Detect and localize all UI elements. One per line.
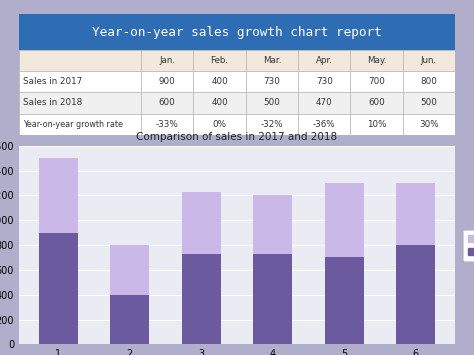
Text: 30%: 30% <box>419 120 439 129</box>
Text: 700: 700 <box>368 77 385 86</box>
Text: -36%: -36% <box>313 120 336 129</box>
FancyBboxPatch shape <box>19 114 141 135</box>
FancyBboxPatch shape <box>298 50 350 71</box>
FancyBboxPatch shape <box>298 92 350 114</box>
Text: 400: 400 <box>211 98 228 108</box>
FancyBboxPatch shape <box>403 71 455 92</box>
FancyBboxPatch shape <box>193 71 246 92</box>
FancyBboxPatch shape <box>141 114 193 135</box>
Text: Sales in 2017: Sales in 2017 <box>23 77 82 86</box>
FancyBboxPatch shape <box>403 50 455 71</box>
FancyBboxPatch shape <box>141 50 193 71</box>
Legend: Sales in 2018, Sales in 2017: Sales in 2018, Sales in 2017 <box>463 230 474 261</box>
Bar <box>253 195 292 254</box>
FancyBboxPatch shape <box>298 71 350 92</box>
FancyBboxPatch shape <box>350 92 403 114</box>
Text: Mar.: Mar. <box>263 56 281 65</box>
Text: Apr.: Apr. <box>316 56 333 65</box>
Bar <box>39 233 78 344</box>
Bar <box>39 158 78 233</box>
FancyBboxPatch shape <box>19 50 455 135</box>
Text: 0%: 0% <box>212 120 227 129</box>
FancyBboxPatch shape <box>298 114 350 135</box>
Text: May.: May. <box>367 56 386 65</box>
Text: Feb.: Feb. <box>210 56 228 65</box>
FancyBboxPatch shape <box>193 50 246 71</box>
Bar <box>253 254 292 344</box>
Text: Jan.: Jan. <box>159 56 175 65</box>
Bar <box>325 257 364 344</box>
Text: 470: 470 <box>316 98 333 108</box>
Text: 600: 600 <box>368 98 385 108</box>
FancyBboxPatch shape <box>141 92 193 114</box>
FancyBboxPatch shape <box>246 71 298 92</box>
Text: 900: 900 <box>159 77 175 86</box>
FancyBboxPatch shape <box>193 92 246 114</box>
FancyBboxPatch shape <box>193 114 246 135</box>
FancyBboxPatch shape <box>403 114 455 135</box>
Bar <box>325 183 364 257</box>
Bar <box>396 245 435 344</box>
FancyBboxPatch shape <box>350 114 403 135</box>
Text: 800: 800 <box>420 77 438 86</box>
Bar <box>182 192 221 254</box>
FancyBboxPatch shape <box>350 50 403 71</box>
Text: 730: 730 <box>264 77 280 86</box>
Text: 400: 400 <box>211 77 228 86</box>
FancyBboxPatch shape <box>246 114 298 135</box>
Text: 10%: 10% <box>367 120 386 129</box>
Bar <box>396 183 435 245</box>
Title: Comparison of sales in 2017 and 2018: Comparison of sales in 2017 and 2018 <box>137 132 337 142</box>
FancyBboxPatch shape <box>403 92 455 114</box>
Text: 600: 600 <box>159 98 175 108</box>
FancyBboxPatch shape <box>246 50 298 71</box>
Bar <box>182 254 221 344</box>
Text: Year-on-year growth rate: Year-on-year growth rate <box>23 120 123 129</box>
Text: Jun.: Jun. <box>421 56 437 65</box>
FancyBboxPatch shape <box>19 71 141 92</box>
Text: 730: 730 <box>316 77 333 86</box>
Text: 500: 500 <box>420 98 438 108</box>
FancyBboxPatch shape <box>141 71 193 92</box>
Text: 500: 500 <box>264 98 280 108</box>
Bar <box>110 295 149 344</box>
Text: -33%: -33% <box>156 120 179 129</box>
FancyBboxPatch shape <box>246 92 298 114</box>
Text: -32%: -32% <box>261 120 283 129</box>
FancyBboxPatch shape <box>19 50 141 71</box>
Bar <box>110 245 149 295</box>
Text: Year-on-year sales growth chart report: Year-on-year sales growth chart report <box>92 26 382 39</box>
FancyBboxPatch shape <box>19 92 141 114</box>
FancyBboxPatch shape <box>350 71 403 92</box>
FancyBboxPatch shape <box>19 14 455 50</box>
Text: Sales in 2018: Sales in 2018 <box>23 98 82 108</box>
